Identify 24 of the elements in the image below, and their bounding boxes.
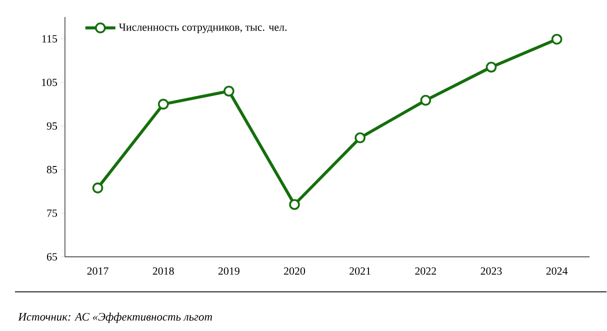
x-tick-label: 2024 (546, 267, 568, 275)
point (486, 62, 497, 73)
y-tick-label: 85 (46, 166, 58, 174)
text: Источник: АС «Эффективность льгот (18, 312, 212, 324)
x-tick-label: 2021 (350, 267, 370, 275)
point (158, 98, 169, 110)
point (551, 34, 562, 45)
y-tick-label: 75 (47, 210, 58, 217)
x-tick-label: 2018 (152, 267, 174, 275)
x-tick-label: 2019 (218, 267, 240, 275)
y-tick-label: 65 (46, 253, 58, 261)
y-tick-label: 115 (42, 35, 58, 43)
x-tick-label: 2020 (284, 267, 306, 275)
legend-label: Численность сотрудников, тыс. чел. (118, 24, 287, 34)
point (92, 182, 104, 194)
point (354, 132, 366, 144)
x-tick-label: 2022 (415, 267, 436, 275)
point (224, 86, 234, 97)
x-tick-label: 2023 (480, 267, 502, 275)
y-tick-label: 95 (46, 122, 58, 130)
point (289, 199, 300, 210)
y-tick-label: 105 (42, 78, 58, 86)
point (420, 94, 432, 106)
x-tick-label: 2017 (87, 267, 108, 275)
